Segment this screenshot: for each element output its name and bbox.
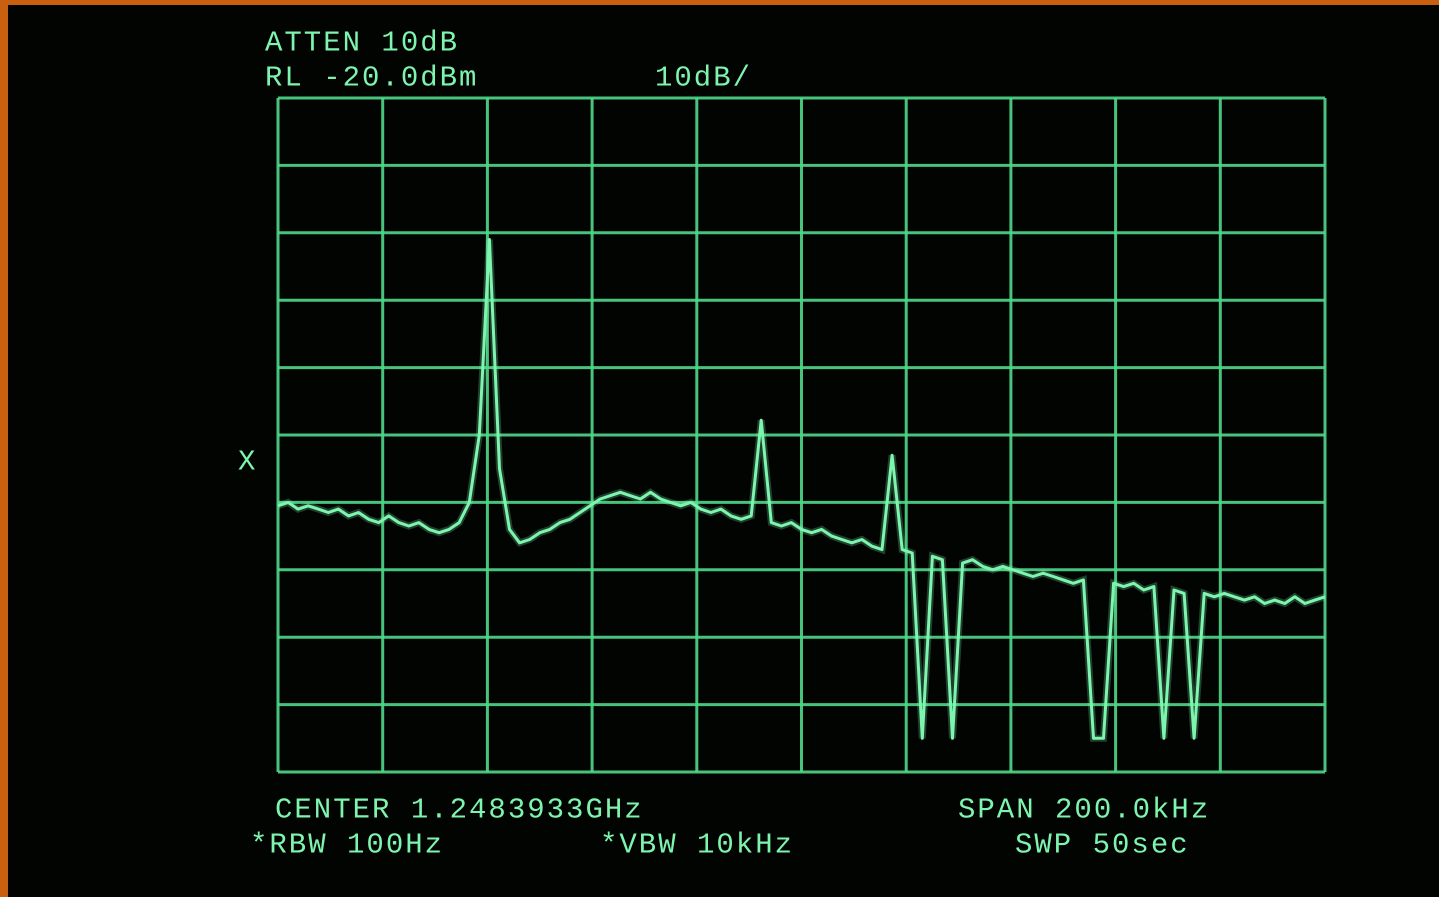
footer-text: *RBW 100Hz: [250, 829, 444, 862]
header-text: RL -20.0dBm: [265, 62, 478, 95]
header-text: ATTEN 10dB: [265, 27, 459, 60]
footer-text: SPAN 200.0kHz: [958, 794, 1210, 827]
footer-text: *VBW 10kHz: [600, 829, 794, 862]
reference-marker: X: [238, 446, 257, 479]
screen-background: [8, 5, 1439, 897]
trace: [277, 238, 1326, 740]
header-text: 10dB/: [655, 62, 752, 95]
footer-text: CENTER 1.2483933GHz: [275, 794, 644, 827]
footer-text: SWP 50sec: [1015, 829, 1190, 862]
